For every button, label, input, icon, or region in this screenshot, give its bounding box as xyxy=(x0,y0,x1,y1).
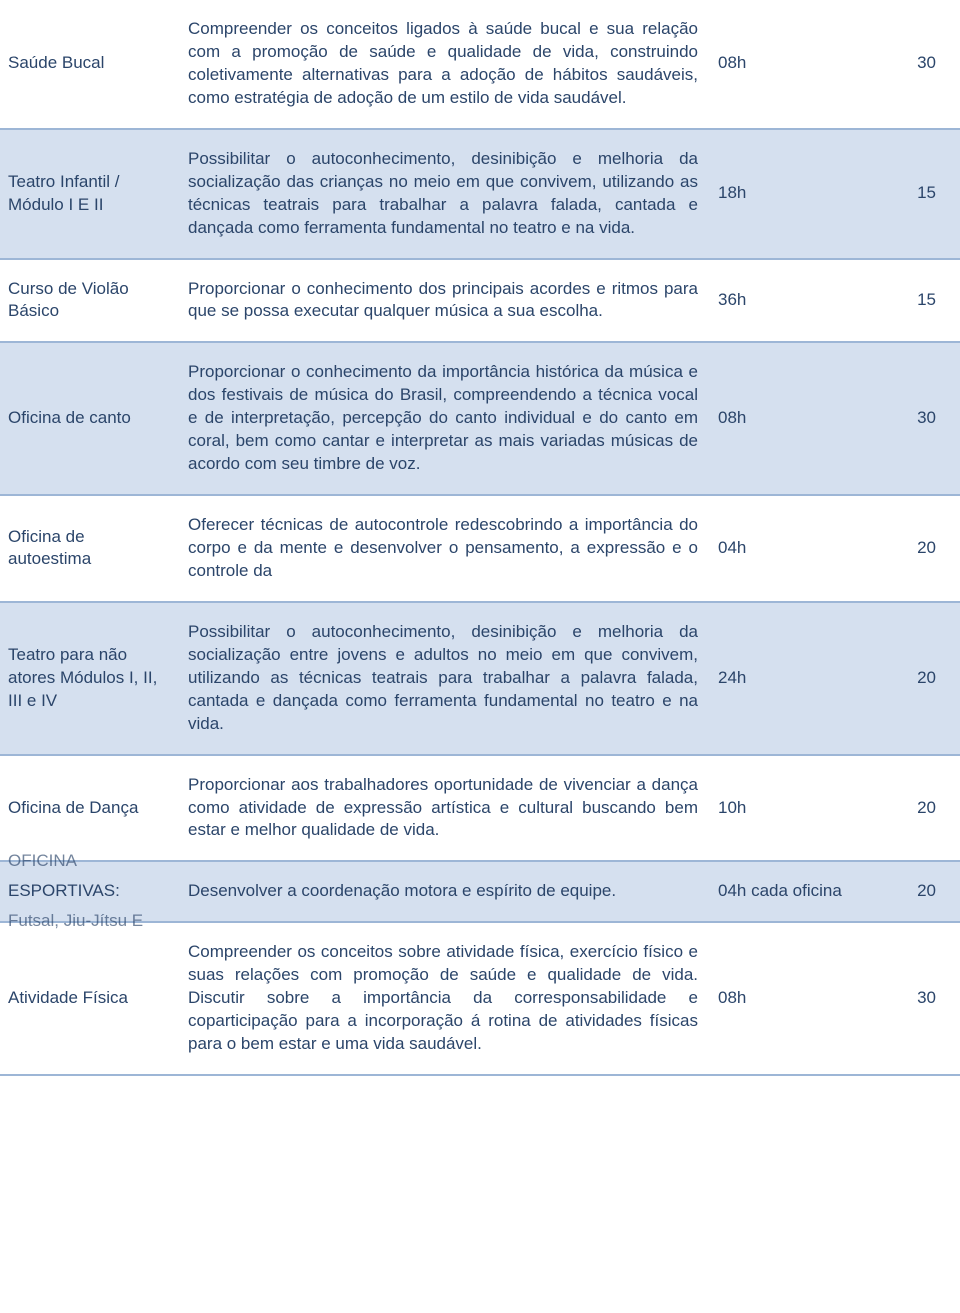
course-description: Possibilitar o autoconhecimento, desinib… xyxy=(180,603,710,754)
course-description: Compreender os conceitos sobre atividade… xyxy=(180,923,710,1074)
table-row: Saúde Bucal Compreender os conceitos lig… xyxy=(0,0,960,130)
course-hours: 08h xyxy=(710,343,870,494)
course-vacancies: 20 xyxy=(870,756,960,861)
course-description: Proporcionar aos trabalhadores oportunid… xyxy=(180,756,710,861)
course-title: Teatro para não atores Módulos I, II, II… xyxy=(0,603,180,754)
course-hours: 18h xyxy=(710,130,870,258)
course-title: Atividade Física xyxy=(0,923,180,1074)
table-row: Atividade Física Compreender os conceito… xyxy=(0,923,960,1076)
course-title: Oficina de Dança xyxy=(0,756,180,861)
course-title: Oficina de autoestima xyxy=(0,496,180,601)
course-vacancies: 15 xyxy=(870,130,960,258)
table-row: Teatro para não atores Módulos I, II, II… xyxy=(0,603,960,756)
course-description: Desenvolver a coordenação motora e espír… xyxy=(180,862,710,921)
course-title: Oficina de canto xyxy=(0,343,180,494)
table-row: Curso de Violão Básico Proporcionar o co… xyxy=(0,260,960,344)
course-vacancies: 20 xyxy=(870,496,960,601)
course-title: Curso de Violão Básico xyxy=(0,260,180,342)
course-vacancies: 30 xyxy=(870,343,960,494)
course-hours: 08h xyxy=(710,923,870,1074)
course-description: Compreender os conceitos ligados à saúde… xyxy=(180,0,710,128)
course-hours: 04h xyxy=(710,496,870,601)
course-vacancies: 15 xyxy=(870,260,960,342)
course-description: Possibilitar o autoconhecimento, desinib… xyxy=(180,130,710,258)
course-table: Saúde Bucal Compreender os conceitos lig… xyxy=(0,0,960,1076)
course-hours: 24h xyxy=(710,603,870,754)
course-vacancies: 20 xyxy=(870,862,960,921)
course-description: Oferecer técnicas de autocontrole redesc… xyxy=(180,496,710,601)
course-hours: 10h xyxy=(710,756,870,861)
course-vacancies: 30 xyxy=(870,0,960,128)
course-vacancies: 20 xyxy=(870,603,960,754)
course-hours: 04h cada oficina xyxy=(710,862,870,921)
course-title: Teatro Infantil / Módulo I E II xyxy=(0,130,180,258)
course-description: Proporcionar o conhecimento da importânc… xyxy=(180,343,710,494)
course-title: OFICINA ESPORTIVAS: Futsal, Jiu-Jítsu E xyxy=(0,862,180,921)
table-row: Oficina de autoestima Oferecer técnicas … xyxy=(0,496,960,603)
table-row: Oficina de canto Proporcionar o conhecim… xyxy=(0,343,960,496)
table-row: Teatro Infantil / Módulo I E II Possibil… xyxy=(0,130,960,260)
table-row: OFICINA ESPORTIVAS: Futsal, Jiu-Jítsu E … xyxy=(0,862,960,923)
course-title-text: ESPORTIVAS: xyxy=(8,880,168,903)
course-description: Proporcionar o conhecimento dos principa… xyxy=(180,260,710,342)
course-vacancies: 30 xyxy=(870,923,960,1074)
table-row: Oficina de Dança Proporcionar aos trabal… xyxy=(0,756,960,863)
course-hours: 36h xyxy=(710,260,870,342)
course-hours: 08h xyxy=(710,0,870,128)
course-title: Saúde Bucal xyxy=(0,0,180,128)
